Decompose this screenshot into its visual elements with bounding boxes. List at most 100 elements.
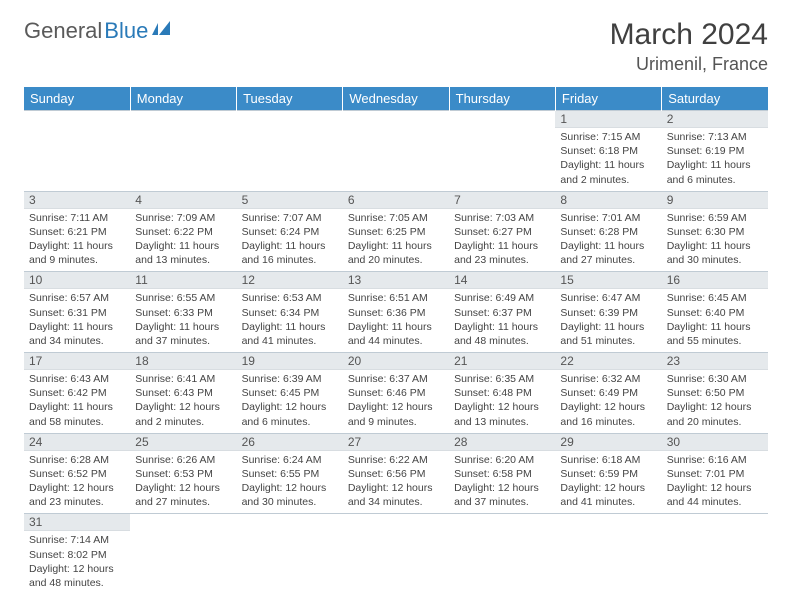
sunrise-text: Sunrise: 6:24 AM: [242, 453, 338, 467]
day-details: Sunrise: 6:39 AMSunset: 6:45 PMDaylight:…: [237, 370, 343, 433]
daylight-text: Daylight: 12 hours and 13 minutes.: [454, 400, 550, 428]
sunset-text: Sunset: 8:02 PM: [29, 548, 125, 562]
day-header: Thursday: [449, 87, 555, 111]
calendar-cell: 8 Sunrise: 7:01 AMSunset: 6:28 PMDaylight…: [555, 191, 661, 272]
calendar-cell: [343, 111, 449, 192]
logo-text-blue: Blue: [104, 18, 148, 44]
day-details: Sunrise: 7:03 AMSunset: 6:27 PMDaylight:…: [449, 209, 555, 272]
daylight-text: Daylight: 11 hours and 27 minutes.: [560, 239, 656, 267]
calendar-cell: 1Sunrise: 7:15 AMSunset: 6:18 PMDaylight…: [555, 111, 661, 192]
sunrise-text: Sunrise: 6:51 AM: [348, 291, 444, 305]
day-header: Sunday: [24, 87, 130, 111]
daylight-text: Daylight: 11 hours and 58 minutes.: [29, 400, 125, 428]
calendar-cell: 19Sunrise: 6:39 AMSunset: 6:45 PMDayligh…: [237, 353, 343, 434]
logo-text-gray: General: [24, 18, 102, 44]
calendar-cell: 21Sunrise: 6:35 AMSunset: 6:48 PMDayligh…: [449, 353, 555, 434]
day-details: Sunrise: 6:43 AMSunset: 6:42 PMDaylight:…: [24, 370, 130, 433]
day-number: 26: [237, 434, 343, 451]
sunset-text: Sunset: 6:28 PM: [560, 225, 656, 239]
calendar-cell: 13Sunrise: 6:51 AMSunset: 6:36 PMDayligh…: [343, 272, 449, 353]
sunrise-text: Sunrise: 7:09 AM: [135, 211, 231, 225]
daylight-text: Daylight: 11 hours and 23 minutes.: [454, 239, 550, 267]
calendar-cell: 11Sunrise: 6:55 AMSunset: 6:33 PMDayligh…: [130, 272, 236, 353]
day-details: Sunrise: 7:14 AMSunset: 8:02 PMDaylight:…: [24, 531, 130, 594]
day-number: 16: [662, 272, 768, 289]
sunrise-text: Sunrise: 6:35 AM: [454, 372, 550, 386]
sunrise-text: Sunrise: 6:41 AM: [135, 372, 231, 386]
day-number: 8: [555, 192, 661, 209]
daylight-text: Daylight: 11 hours and 9 minutes.: [29, 239, 125, 267]
day-details: Sunrise: 6:22 AMSunset: 6:56 PMDaylight:…: [343, 451, 449, 514]
sunrise-text: Sunrise: 6:28 AM: [29, 453, 125, 467]
calendar-cell: 3Sunrise: 7:11 AMSunset: 6:21 PMDaylight…: [24, 191, 130, 272]
calendar-cell: 2Sunrise: 7:13 AMSunset: 6:19 PMDaylight…: [662, 111, 768, 192]
day-details: Sunrise: 6:24 AMSunset: 6:55 PMDaylight:…: [237, 451, 343, 514]
daylight-text: Daylight: 11 hours and 20 minutes.: [348, 239, 444, 267]
sunset-text: Sunset: 6:55 PM: [242, 467, 338, 481]
location: Urimenil, France: [610, 54, 768, 75]
day-details: Sunrise: 6:28 AMSunset: 6:52 PMDaylight:…: [24, 451, 130, 514]
calendar-body: 1Sunrise: 7:15 AMSunset: 6:18 PMDaylight…: [24, 111, 768, 595]
calendar-cell: 23Sunrise: 6:30 AMSunset: 6:50 PMDayligh…: [662, 353, 768, 434]
day-header: Tuesday: [237, 87, 343, 111]
sunrise-text: Sunrise: 7:07 AM: [242, 211, 338, 225]
day-number: 21: [449, 353, 555, 370]
day-number: 9: [662, 192, 768, 209]
sunrise-text: Sunrise: 6:18 AM: [560, 453, 656, 467]
day-details: Sunrise: 6:20 AMSunset: 6:58 PMDaylight:…: [449, 451, 555, 514]
daylight-text: Daylight: 11 hours and 6 minutes.: [667, 158, 763, 186]
calendar-cell: 10Sunrise: 6:57 AMSunset: 6:31 PMDayligh…: [24, 272, 130, 353]
day-number: 12: [237, 272, 343, 289]
day-number: 25: [130, 434, 236, 451]
sunset-text: Sunset: 6:42 PM: [29, 386, 125, 400]
sunrise-text: Sunrise: 7:01 AM: [560, 211, 656, 225]
sunset-text: Sunset: 6:52 PM: [29, 467, 125, 481]
day-header: Saturday: [662, 87, 768, 111]
day-number: 11: [130, 272, 236, 289]
daylight-text: Daylight: 12 hours and 20 minutes.: [667, 400, 763, 428]
sunset-text: Sunset: 6:25 PM: [348, 225, 444, 239]
calendar-cell: [237, 111, 343, 192]
sunrise-text: Sunrise: 7:15 AM: [560, 130, 656, 144]
day-number: 3: [24, 192, 130, 209]
sunrise-text: Sunrise: 6:22 AM: [348, 453, 444, 467]
sunset-text: Sunset: 6:43 PM: [135, 386, 231, 400]
daylight-text: Daylight: 12 hours and 6 minutes.: [242, 400, 338, 428]
calendar-cell: 12Sunrise: 6:53 AMSunset: 6:34 PMDayligh…: [237, 272, 343, 353]
day-number: 7: [449, 192, 555, 209]
sunrise-text: Sunrise: 7:05 AM: [348, 211, 444, 225]
daylight-text: Daylight: 12 hours and 34 minutes.: [348, 481, 444, 509]
calendar-cell: [343, 514, 449, 594]
day-number: 18: [130, 353, 236, 370]
calendar-row: 10Sunrise: 6:57 AMSunset: 6:31 PMDayligh…: [24, 272, 768, 353]
calendar-cell: [237, 514, 343, 594]
header: GeneralBlue March 2024 Urimenil, France: [24, 18, 768, 75]
sunrise-text: Sunrise: 6:45 AM: [667, 291, 763, 305]
sunrise-text: Sunrise: 7:11 AM: [29, 211, 125, 225]
calendar-cell: 27Sunrise: 6:22 AMSunset: 6:56 PMDayligh…: [343, 433, 449, 514]
day-number: 31: [24, 514, 130, 531]
sunset-text: Sunset: 6:45 PM: [242, 386, 338, 400]
daylight-text: Daylight: 11 hours and 37 minutes.: [135, 320, 231, 348]
sunrise-text: Sunrise: 6:16 AM: [667, 453, 763, 467]
day-number: 23: [662, 353, 768, 370]
sunrise-text: Sunrise: 6:39 AM: [242, 372, 338, 386]
calendar-cell: 22Sunrise: 6:32 AMSunset: 6:49 PMDayligh…: [555, 353, 661, 434]
day-number: 28: [449, 434, 555, 451]
sunset-text: Sunset: 6:46 PM: [348, 386, 444, 400]
day-header: Friday: [555, 87, 661, 111]
sunrise-text: Sunrise: 6:55 AM: [135, 291, 231, 305]
sunrise-text: Sunrise: 6:49 AM: [454, 291, 550, 305]
daylight-text: Daylight: 11 hours and 55 minutes.: [667, 320, 763, 348]
calendar-cell: [662, 514, 768, 594]
daylight-text: Daylight: 12 hours and 44 minutes.: [667, 481, 763, 509]
calendar-cell: 14Sunrise: 6:49 AMSunset: 6:37 PMDayligh…: [449, 272, 555, 353]
sunset-text: Sunset: 7:01 PM: [667, 467, 763, 481]
day-header-row: Sunday Monday Tuesday Wednesday Thursday…: [24, 87, 768, 111]
daylight-text: Daylight: 11 hours and 51 minutes.: [560, 320, 656, 348]
title-block: March 2024 Urimenil, France: [610, 18, 768, 75]
calendar-cell: 9Sunrise: 6:59 AMSunset: 6:30 PMDaylight…: [662, 191, 768, 272]
day-number: 29: [555, 434, 661, 451]
calendar-cell: [449, 514, 555, 594]
daylight-text: Daylight: 12 hours and 27 minutes.: [135, 481, 231, 509]
